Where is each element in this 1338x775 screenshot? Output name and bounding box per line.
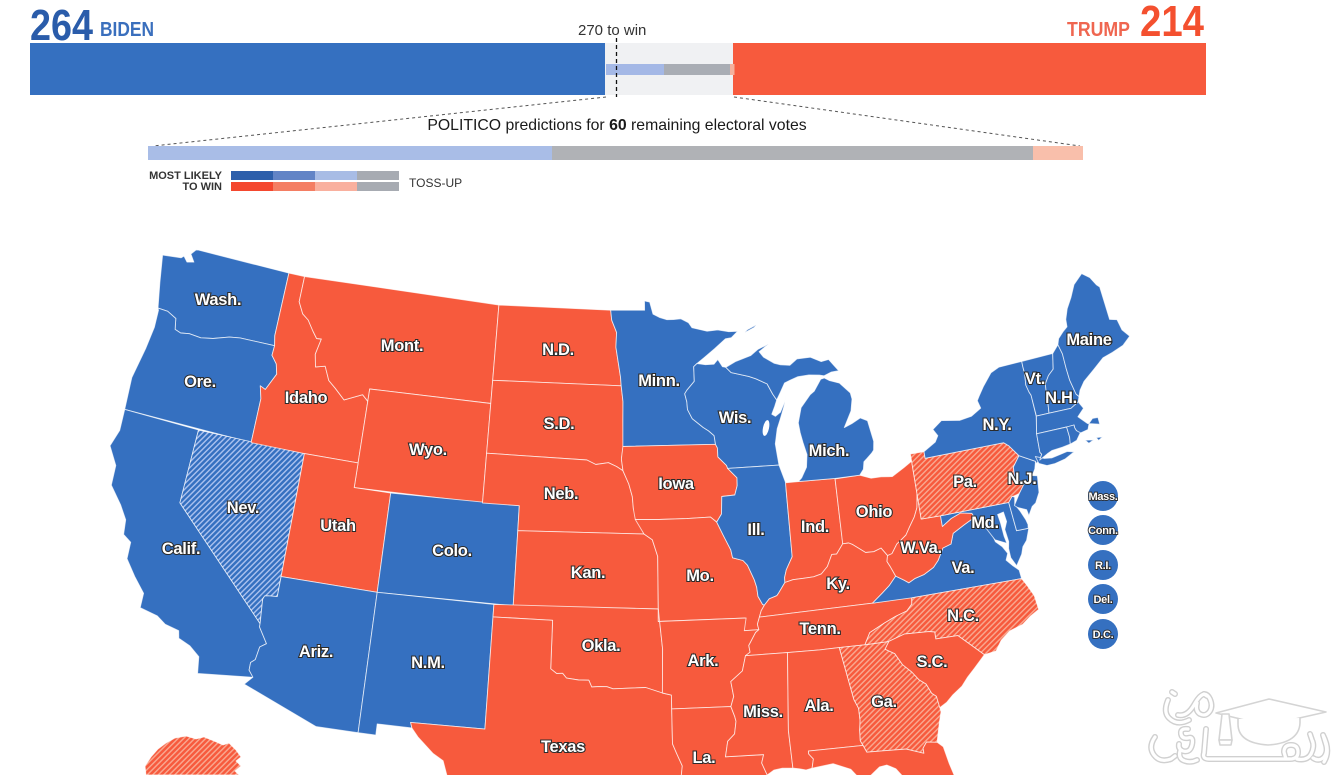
- svg-text:R.I.: R.I.: [1095, 560, 1111, 572]
- svg-text:Va.: Va.: [952, 559, 975, 577]
- svg-text:Miss.: Miss.: [743, 703, 783, 721]
- svg-text:S.C.: S.C.: [917, 653, 948, 671]
- svg-text:Vt.: Vt.: [1025, 370, 1045, 388]
- svg-text:214: 214: [1140, 0, 1204, 46]
- svg-text:Ore.: Ore.: [184, 373, 216, 391]
- svg-text:Conn.: Conn.: [1088, 525, 1118, 537]
- svg-text:Okla.: Okla.: [582, 637, 621, 655]
- svg-text:Kan.: Kan.: [571, 564, 606, 582]
- svg-text:MOST LIKELY: MOST LIKELY: [149, 170, 223, 182]
- svg-text:Maine: Maine: [1066, 331, 1111, 349]
- svg-text:D.C.: D.C.: [1093, 629, 1114, 641]
- svg-text:POLITICO predictions for 60 re: POLITICO predictions for 60 remaining el…: [427, 117, 806, 134]
- svg-text:Mass.: Mass.: [1088, 491, 1117, 503]
- svg-text:Md.: Md.: [971, 514, 999, 532]
- svg-text:Ind.: Ind.: [801, 518, 829, 536]
- svg-text:TO WIN: TO WIN: [182, 181, 222, 193]
- svg-text:Texas: Texas: [541, 738, 585, 756]
- svg-text:W.Va.: W.Va.: [900, 539, 942, 557]
- svg-text:Idaho: Idaho: [285, 389, 328, 407]
- svg-text:Pa.: Pa.: [953, 473, 977, 491]
- svg-text:Wyo.: Wyo.: [409, 441, 447, 459]
- svg-text:Wash.: Wash.: [195, 291, 241, 309]
- svg-text:N.C.: N.C.: [947, 607, 979, 625]
- svg-text:Mont.: Mont.: [381, 337, 423, 355]
- svg-text:Calif.: Calif.: [162, 540, 201, 558]
- svg-text:S.D.: S.D.: [544, 415, 575, 433]
- svg-text:TRUMP: TRUMP: [1067, 19, 1130, 41]
- svg-text:Nev.: Nev.: [227, 499, 259, 517]
- svg-text:Mo.: Mo.: [686, 567, 714, 585]
- svg-text:Utah: Utah: [320, 517, 356, 535]
- svg-text:Wis.: Wis.: [719, 409, 752, 427]
- svg-text:BIDEN: BIDEN: [100, 19, 154, 41]
- svg-text:Iowa: Iowa: [658, 475, 695, 493]
- svg-text:Ill.: Ill.: [747, 521, 764, 539]
- svg-text:TOSS-UP: TOSS-UP: [409, 176, 462, 190]
- svg-text:264: 264: [30, 1, 93, 50]
- svg-text:Ky.: Ky.: [826, 575, 850, 593]
- svg-text:La.: La.: [693, 749, 716, 767]
- svg-text:Minn.: Minn.: [638, 372, 680, 390]
- svg-text:Ariz.: Ariz.: [299, 643, 333, 661]
- svg-text:N.H.: N.H.: [1045, 389, 1077, 407]
- svg-text:N.M.: N.M.: [411, 654, 445, 672]
- svg-text:Mich.: Mich.: [809, 442, 850, 460]
- svg-text:Ga.: Ga.: [871, 693, 897, 711]
- svg-text:Ark.: Ark.: [688, 652, 719, 670]
- svg-text:Ala.: Ala.: [804, 697, 833, 715]
- svg-text:270 to win: 270 to win: [578, 22, 646, 39]
- svg-text:Neb.: Neb.: [544, 485, 579, 503]
- svg-text:N.Y.: N.Y.: [982, 416, 1011, 434]
- svg-text:Del.: Del.: [1094, 594, 1113, 606]
- svg-text:N.J.: N.J.: [1007, 470, 1036, 488]
- svg-text:Ohio: Ohio: [856, 503, 893, 521]
- svg-text:Tenn.: Tenn.: [799, 620, 840, 638]
- svg-text:Colo.: Colo.: [432, 542, 472, 560]
- svg-text:N.D.: N.D.: [542, 341, 574, 359]
